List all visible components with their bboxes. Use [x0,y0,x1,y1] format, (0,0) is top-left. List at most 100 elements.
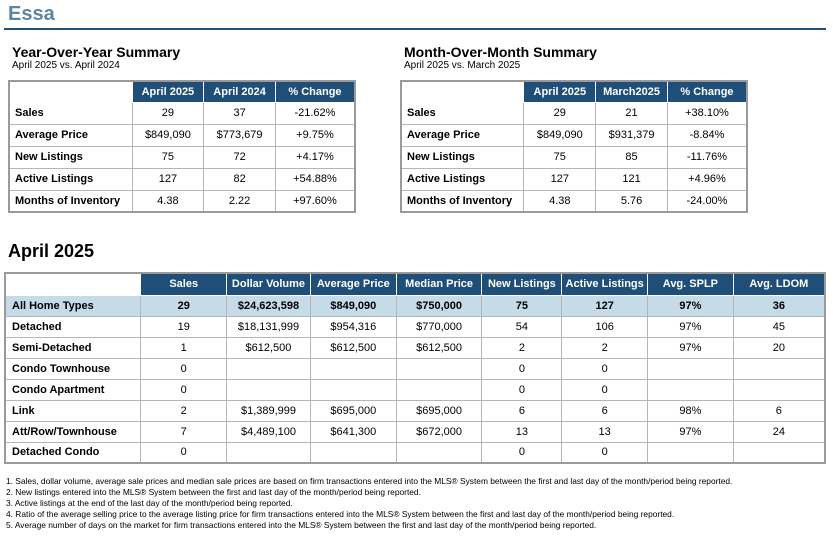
table-cell [732,378,826,401]
table-cell: $954,316 [309,315,397,338]
column-header: Active Listings [561,272,649,296]
table-cell: +54.88% [274,167,356,191]
row-label: Active Listings [8,167,133,191]
table-row: Months of Inventory 4.38 5.76 -24.00% [400,189,748,213]
column-header: % Change [666,80,748,103]
table-cell [226,378,311,401]
row-label: New Listings [8,145,133,169]
table-cell: 2 [481,336,563,359]
table-cell: $695,000 [309,399,397,422]
table-cell: 0 [481,441,563,464]
table-cell: $641,300 [309,420,397,443]
row-label: Link [4,399,142,422]
table-cell [309,441,397,464]
table-cell [309,378,397,401]
column-header: Dollar Volume [226,272,311,296]
table-cell [226,441,311,464]
footnote: 5. Average number of days on the market … [6,520,597,530]
row-label: Semi-Detached [4,336,142,359]
table-header-row: Sales Dollar Volume Average Price Median… [4,272,826,296]
table-cell [647,357,734,380]
table-row: Detached 19 $18,131,999 $954,316 $770,00… [4,315,826,338]
table-cell: 29 [140,294,228,317]
table-row: Detached Condo 0 0 0 [4,441,826,464]
yoy-summary: Year-Over-Year Summary April 2025 vs. Ap… [8,44,356,213]
table-row: New Listings 75 72 +4.17% [8,145,356,169]
table-row: Link 2 $1,389,999 $695,000 $695,000 6 6 … [4,399,826,422]
table-header-row: April 2025 March2025 % Change [400,80,748,103]
table-cell: 24 [732,420,826,443]
row-label: All Home Types [4,294,142,317]
table-cell: $672,000 [395,420,483,443]
table-row: Sales 29 21 +38.10% [400,101,748,125]
table-cell [309,357,397,380]
table-cell: 7 [140,420,228,443]
mom-table: April 2025 March2025 % Change Sales 29 2… [400,80,748,213]
table-cell: +97.60% [274,189,356,213]
column-header: April 2025 [523,80,597,103]
table-cell: $612,500 [309,336,397,359]
table-cell: 2 [561,336,649,359]
table-cell: 36 [732,294,826,317]
header-blank [400,80,525,103]
yoy-table: April 2025 April 2024 % Change Sales 29 … [8,80,356,213]
table-cell: 75 [131,145,205,169]
table-row: Active Listings 127 82 +54.88% [8,167,356,191]
table-cell: 82 [203,167,276,191]
table-cell: $695,000 [395,399,483,422]
table-cell [647,441,734,464]
table-cell: $849,090 [523,123,597,147]
table-cell: $18,131,999 [226,315,311,338]
table-cell: -24.00% [666,189,748,213]
row-label: Condo Townhouse [4,357,142,380]
table-cell: 127 [523,167,597,191]
table-cell: 97% [647,420,734,443]
table-row: Semi-Detached 1 $612,500 $612,500 $612,5… [4,336,826,359]
table-cell: 20 [732,336,826,359]
row-label: Average Price [400,123,525,147]
table-cell: 0 [561,357,649,380]
table-cell: 72 [203,145,276,169]
table-cell: 121 [595,167,668,191]
table-cell: 2.22 [203,189,276,213]
table-cell: 97% [647,315,734,338]
table-header-row: April 2025 April 2024 % Change [8,80,356,103]
table-cell: $4,489,100 [226,420,311,443]
mom-title: Month-Over-Month Summary [404,44,597,60]
table-cell: 97% [647,294,734,317]
table-cell: 6 [561,399,649,422]
header-blank [8,80,133,103]
table-cell: $849,090 [309,294,397,317]
footnote: 3. Active listings at the end of the las… [6,498,293,508]
yoy-title: Year-Over-Year Summary [12,44,181,60]
footnote: 1. Sales, dollar volume, average sale pr… [6,476,733,486]
row-label: Months of Inventory [8,189,133,213]
column-header: April 2025 [131,80,205,103]
yoy-subtitle: April 2025 vs. April 2024 [12,60,120,71]
table-row: Months of Inventory 4.38 2.22 +97.60% [8,189,356,213]
table-cell: $1,389,999 [226,399,311,422]
table-cell: $612,500 [395,336,483,359]
table-cell: 13 [481,420,563,443]
column-header: Average Price [309,272,397,296]
table-cell: 4.38 [131,189,205,213]
table-cell: 6 [732,399,826,422]
table-cell: +38.10% [666,101,748,125]
table-cell [226,357,311,380]
table-row-all-home-types: All Home Types 29 $24,623,598 $849,090 $… [4,294,826,317]
title-divider [4,28,826,30]
table-cell: 2 [140,399,228,422]
table-cell: $773,679 [203,123,276,147]
mom-summary: Month-Over-Month Summary April 2025 vs. … [400,44,748,213]
table-cell: -21.62% [274,101,356,125]
row-label: Sales [400,101,525,125]
table-cell: 106 [561,315,649,338]
row-label: Active Listings [400,167,525,191]
table-cell [732,441,826,464]
row-label: Detached [4,315,142,338]
footnote: 4. Ratio of the average selling price to… [6,509,675,519]
table-cell: 0 [561,378,649,401]
table-row: Sales 29 37 -21.62% [8,101,356,125]
column-header: Median Price [395,272,483,296]
table-cell: -11.76% [666,145,748,169]
